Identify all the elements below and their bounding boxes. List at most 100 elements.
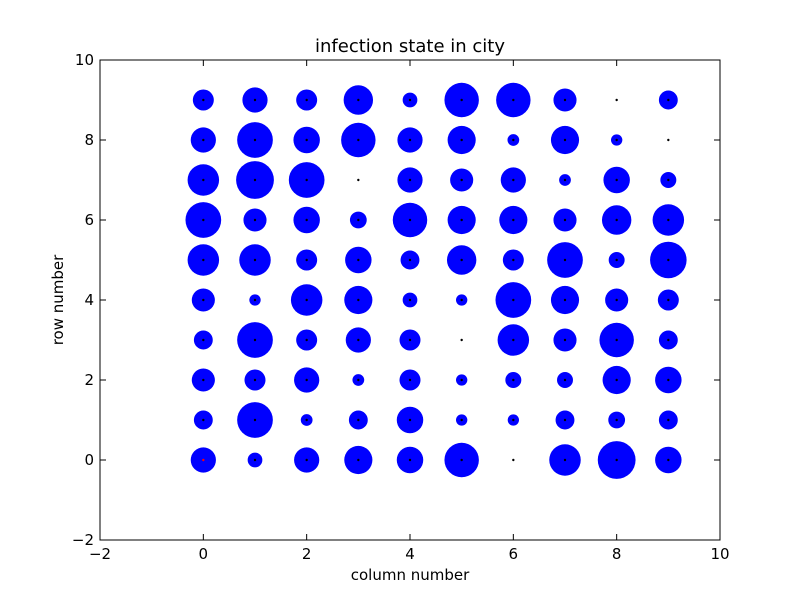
cell-center-dot — [202, 218, 205, 222]
cell-center-dot — [667, 98, 670, 102]
cell-center-dot — [202, 338, 205, 342]
cell-center-dot — [253, 138, 257, 142]
cell-center-dot — [357, 338, 360, 342]
cell-center-dot — [615, 418, 618, 422]
marker-layer — [185, 82, 687, 479]
y-tick-label: 8 — [84, 131, 94, 149]
cell-center-dot — [667, 138, 670, 142]
cell-center-dot — [667, 338, 670, 342]
cell-center-dot — [615, 218, 618, 222]
cell-center-dot — [460, 138, 463, 142]
cell-center-dot — [202, 458, 205, 462]
cell-center-dot — [460, 218, 463, 222]
cell-center-dot — [615, 258, 618, 262]
cell-center-dot — [512, 378, 515, 382]
cell-center-dot — [408, 418, 412, 422]
cell-center-dot — [202, 138, 205, 142]
cell-center-dot — [305, 338, 308, 342]
y-tick-label: −2 — [72, 531, 94, 549]
y-tick-label: 6 — [84, 211, 94, 229]
cell-center-dot — [253, 418, 257, 422]
cell-center-dot — [460, 298, 463, 302]
cell-center-dot — [305, 98, 308, 102]
cell-center-dot — [615, 458, 618, 462]
cell-center-dot — [408, 98, 412, 102]
x-tick-label: −2 — [89, 545, 111, 563]
cell-center-dot — [615, 98, 618, 102]
cell-center-dot — [357, 458, 360, 462]
cell-center-dot — [357, 178, 360, 182]
cell-center-dot — [357, 218, 360, 222]
cell-center-dot — [563, 98, 567, 102]
cell-center-dot — [305, 218, 308, 222]
cell-center-dot — [202, 418, 205, 422]
x-tick-label: 10 — [710, 545, 729, 563]
y-tick-label: 4 — [84, 291, 94, 309]
y-tick-label: 2 — [84, 371, 94, 389]
cell-center-dot — [563, 298, 567, 302]
cell-center-dot — [357, 418, 360, 422]
cell-center-dot — [615, 378, 618, 382]
cell-center-dot — [305, 138, 308, 142]
cell-center-dot — [202, 298, 205, 302]
cell-center-dot — [460, 418, 463, 422]
cell-center-dot — [667, 178, 670, 182]
cell-center-dot — [460, 458, 463, 462]
cell-center-dot — [202, 98, 205, 102]
cell-center-dot — [253, 218, 257, 222]
cell-center-dot — [460, 258, 463, 262]
cell-center-dot — [667, 418, 670, 422]
x-tick-label: 4 — [405, 545, 415, 563]
cell-center-dot — [408, 338, 412, 342]
cell-center-dot — [512, 338, 515, 342]
cell-center-dot — [408, 298, 412, 302]
cell-center-dot — [253, 298, 257, 302]
cell-center-dot — [615, 338, 618, 342]
cell-center-dot — [408, 178, 412, 182]
cell-center-dot — [512, 178, 515, 182]
cell-center-dot — [202, 178, 205, 182]
cell-center-dot — [563, 258, 567, 262]
x-axis-label: column number — [351, 566, 470, 584]
cell-center-dot — [460, 178, 463, 182]
cell-center-dot — [202, 258, 205, 262]
cell-center-dot — [512, 298, 515, 302]
cell-center-dot — [667, 298, 670, 302]
cell-center-dot — [408, 138, 412, 142]
cell-center-dot — [460, 338, 463, 342]
x-tick-label: 0 — [199, 545, 209, 563]
cell-center-dot — [563, 418, 567, 422]
x-tick-label: 6 — [509, 545, 519, 563]
cell-center-dot — [615, 178, 618, 182]
cell-center-dot — [563, 178, 567, 182]
cell-center-dot — [667, 378, 670, 382]
cell-center-dot — [512, 458, 515, 462]
cell-center-dot — [253, 98, 257, 102]
cell-center-dot — [667, 458, 670, 462]
cell-center-dot — [512, 258, 515, 262]
cell-center-dot — [512, 218, 515, 222]
cell-center-dot — [563, 458, 567, 462]
cell-center-dot — [357, 98, 360, 102]
cell-center-dot — [408, 378, 412, 382]
cell-center-dot — [253, 178, 257, 182]
cell-center-dot — [357, 378, 360, 382]
cell-center-dot — [253, 458, 257, 462]
cell-center-dot — [512, 98, 515, 102]
cell-center-dot — [667, 218, 670, 222]
plot-frame — [99, 59, 721, 541]
cell-center-dot — [253, 378, 257, 382]
cell-center-dot — [408, 458, 412, 462]
cell-center-dot — [667, 258, 670, 262]
cell-center-dot — [563, 378, 567, 382]
cell-center-dot — [615, 138, 618, 142]
cell-center-dot — [253, 258, 257, 262]
cell-center-dot — [305, 418, 308, 422]
y-axis-label: row number — [49, 254, 67, 345]
y-tick-label: 10 — [75, 51, 94, 69]
cell-center-dot — [408, 218, 412, 222]
x-tick-label: 2 — [302, 545, 312, 563]
cell-center-dot — [305, 298, 308, 302]
